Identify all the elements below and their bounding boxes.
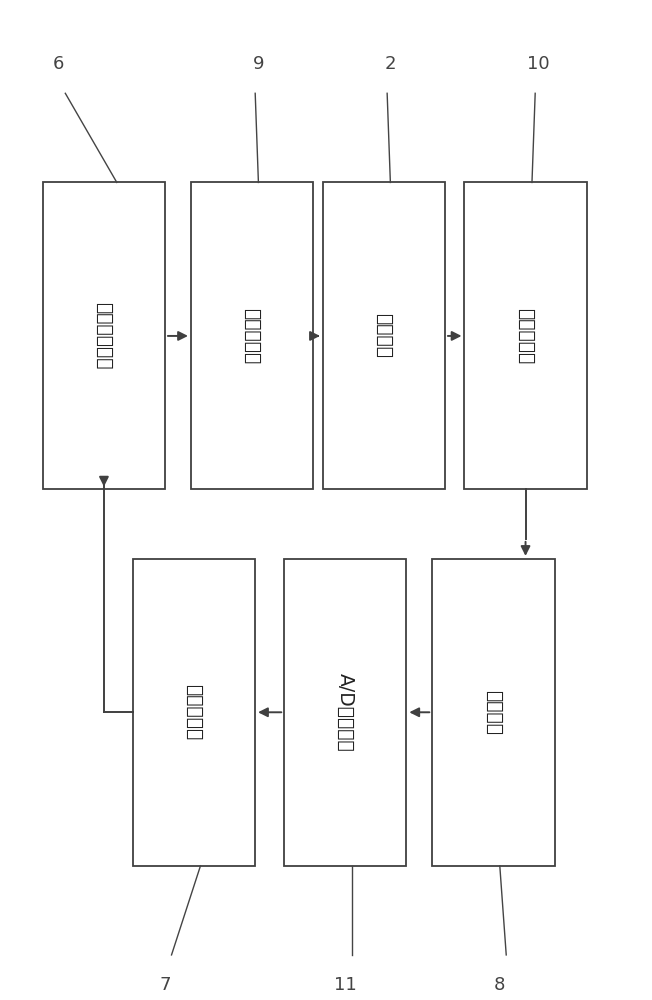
Bar [43,182,165,489]
Text: 8: 8 [494,976,505,994]
Text: 芯轴表面: 芯轴表面 [374,313,393,358]
Text: 7: 7 [159,976,171,994]
Text: 11: 11 [334,976,357,994]
Text: A/D采样电路: A/D采样电路 [336,673,355,752]
Text: 信号处理: 信号处理 [484,690,503,735]
Text: 9: 9 [253,55,264,73]
Text: 驱动电路模块: 驱动电路模块 [95,302,113,370]
Bar [284,559,406,866]
Text: 10: 10 [527,55,550,73]
Bar [191,182,313,489]
Bar [133,559,255,866]
Bar [464,182,587,489]
Bar [432,559,554,866]
Text: 光电接收管: 光电接收管 [516,308,535,364]
Text: 6: 6 [53,55,65,73]
Text: 红外发射管: 红外发射管 [243,308,261,364]
Text: 微机处理器: 微机处理器 [185,684,203,740]
Text: 2: 2 [385,55,396,73]
Bar [323,182,445,489]
